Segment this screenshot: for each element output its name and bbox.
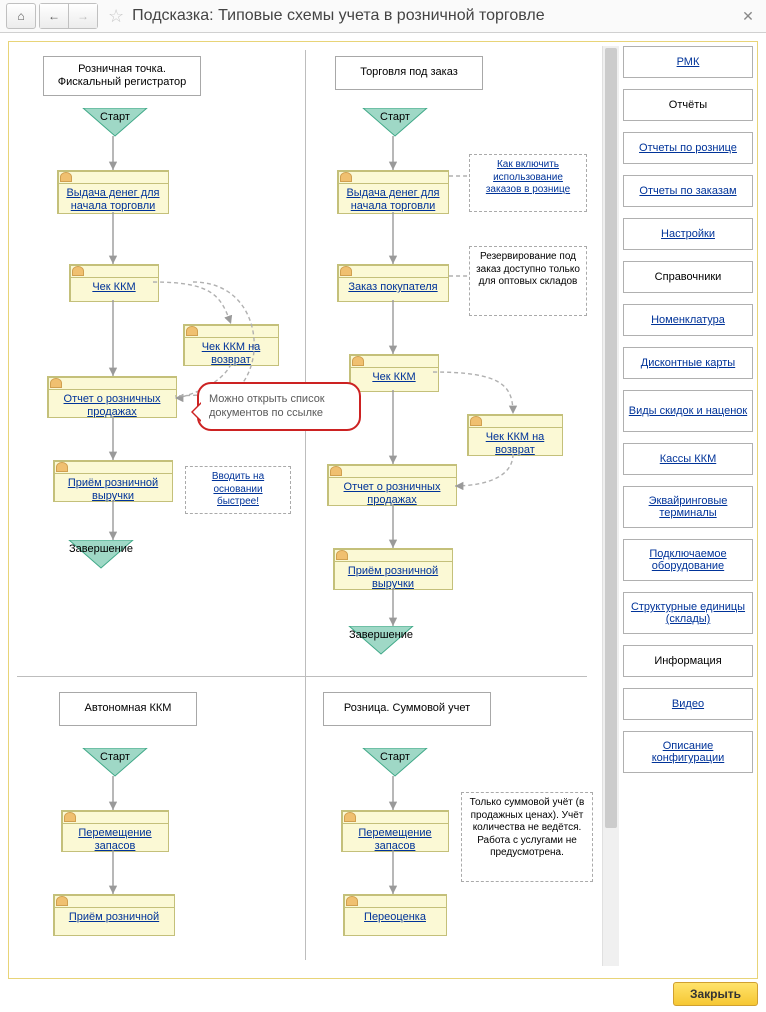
section-title-s2: Торговля под заказ — [335, 56, 483, 90]
sidebar-item-8[interactable]: Виды скидок и наценок — [623, 390, 753, 432]
toolbar: ⌂ ← → ☆ Подсказка: Типовые схемы учета в… — [0, 0, 766, 33]
vertical-scrollbar[interactable] — [602, 46, 619, 966]
user-icon — [50, 378, 62, 388]
activity-b41[interactable]: Перемещение запасов — [341, 810, 449, 852]
activity-b22[interactable]: Заказ покупателя — [337, 264, 449, 302]
sidebar-item-1[interactable]: Отчёты — [623, 89, 753, 121]
sidebar-item-13[interactable]: Информация — [623, 645, 753, 677]
activity-b12[interactable]: Чек ККМ — [69, 264, 159, 302]
user-icon — [344, 812, 356, 822]
user-icon — [72, 266, 84, 276]
end-node: Завершение — [349, 629, 413, 641]
user-icon — [56, 462, 68, 472]
home-button[interactable]: ⌂ — [6, 3, 36, 29]
back-button[interactable]: ← — [40, 4, 69, 28]
sidebar-item-2[interactable]: Отчеты по рознице — [623, 132, 753, 164]
activity-b24[interactable]: Чек ККМ на возврат — [467, 414, 563, 456]
page-title: Подсказка: Типовые схемы учета в розничн… — [132, 7, 545, 25]
note-box: Резервирование под заказ доступно только… — [469, 246, 587, 316]
note-box: Только суммовой учёт (в продажных ценах)… — [461, 792, 593, 882]
activity-b31[interactable]: Перемещение запасов — [61, 810, 169, 852]
activity-b15[interactable]: Приём розничной выручки — [53, 460, 173, 502]
activity-b23[interactable]: Чек ККМ — [349, 354, 439, 392]
sidebar-item-10[interactable]: Эквайринговые терминалы — [623, 486, 753, 528]
activity-b14[interactable]: Отчет о розничных продажах — [47, 376, 177, 418]
page-frame: Розничная точка.Фискальный регистратор Ст… — [8, 41, 758, 979]
activity-b13[interactable]: Чек ККМ на возврат — [183, 324, 279, 366]
callout: Можно открыть список документов по ссылк… — [197, 382, 361, 431]
activity-b25[interactable]: Отчет о розничных продажах — [327, 464, 457, 506]
user-icon — [470, 416, 482, 426]
activity-b26[interactable]: Приём розничной выручки — [333, 548, 453, 590]
sidebar-item-6[interactable]: Номенклатура — [623, 304, 753, 336]
nav-group: ← → — [39, 3, 98, 29]
sidebar: РМК Отчёты Отчеты по рознице Отчеты по зака… — [623, 46, 753, 966]
start-node: Старт — [363, 751, 427, 763]
sidebar-item-14[interactable]: Видео — [623, 688, 753, 720]
sidebar-item-12[interactable]: Структурные единицы (склады) — [623, 592, 753, 634]
user-icon — [336, 550, 348, 560]
sidebar-item-0[interactable]: РМК — [623, 46, 753, 78]
user-icon — [56, 896, 68, 906]
diagram-canvas: Розничная точка.Фискальный регистратор Ст… — [13, 46, 593, 966]
sidebar-item-4[interactable]: Настройки — [623, 218, 753, 250]
favorite-star-icon[interactable]: ☆ — [108, 6, 124, 27]
user-icon — [186, 326, 198, 336]
activity-b11[interactable]: Выдача денег для начала торговли — [57, 170, 169, 214]
start-node: Старт — [363, 111, 427, 123]
end-node: Завершение — [69, 543, 133, 555]
section-title-s4: Розница. Суммовой учет — [323, 692, 491, 726]
user-icon — [60, 172, 72, 182]
activity-b21[interactable]: Выдача денег для начала торговли — [337, 170, 449, 214]
start-node: Старт — [83, 751, 147, 763]
user-icon — [340, 266, 352, 276]
section-title-s3: Автономная ККМ — [59, 692, 197, 726]
close-icon[interactable]: ✕ — [736, 8, 760, 25]
note-box[interactable]: Вводить на основании быстрее! — [185, 466, 291, 514]
forward-button[interactable]: → — [69, 4, 97, 28]
start-node: Старт — [83, 111, 147, 123]
user-icon — [340, 172, 352, 182]
user-icon — [64, 812, 76, 822]
sidebar-item-11[interactable]: Подключаемое оборудование — [623, 539, 753, 581]
sidebar-item-5[interactable]: Справочники — [623, 261, 753, 293]
user-icon — [352, 356, 364, 366]
section-title-s1: Розничная точка.Фискальный регистратор — [43, 56, 201, 96]
note-box[interactable]: Как включить использование заказов в роз… — [469, 154, 587, 212]
sidebar-item-15[interactable]: Описание конфигурации — [623, 731, 753, 773]
sidebar-item-7[interactable]: Дисконтные карты — [623, 347, 753, 379]
user-icon — [346, 896, 358, 906]
sidebar-item-9[interactable]: Кассы ККМ — [623, 443, 753, 475]
activity-b32[interactable]: Приём розничной — [53, 894, 175, 936]
sidebar-item-3[interactable]: Отчеты по заказам — [623, 175, 753, 207]
activity-b42[interactable]: Переоценка — [343, 894, 447, 936]
close-button[interactable]: Закрыть — [673, 982, 758, 1006]
user-icon — [330, 466, 342, 476]
